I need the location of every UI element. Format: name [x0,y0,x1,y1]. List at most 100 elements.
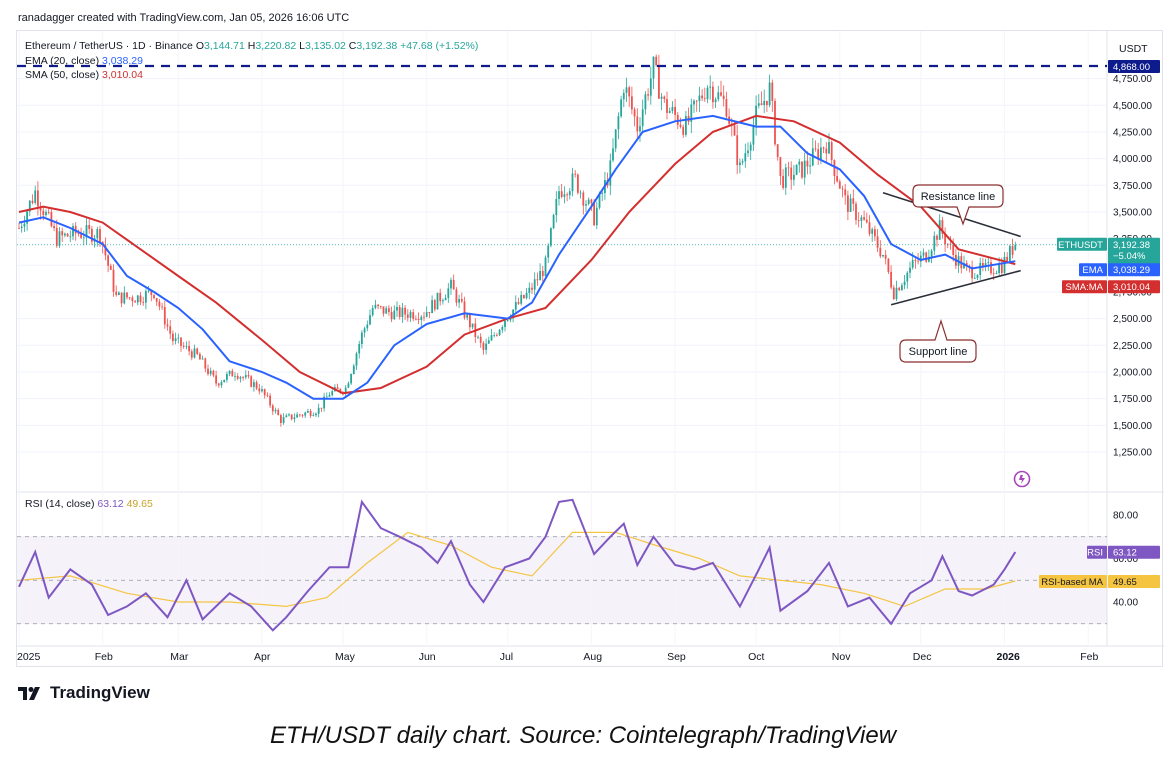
candle-body [685,116,687,135]
candle-body [261,389,263,392]
candle-body [787,167,790,169]
candle-body [668,110,671,113]
candle-body [99,229,101,242]
candle-body [693,100,695,105]
candle-body [706,87,709,100]
currency-label[interactable]: USDT [1119,43,1148,55]
candle-body [153,294,155,299]
candle-body [744,153,747,162]
candle-body [312,415,315,416]
candle-body [514,302,517,310]
candle-body [703,98,706,100]
candle-body [736,135,739,166]
candle-body [460,298,463,302]
candle-body [998,264,1000,274]
candle-body [590,199,593,204]
brand-name: TradingView [50,683,150,702]
candle-body [433,300,436,310]
sma-badge[interactable]: 3,010.04 [1108,280,1160,294]
candle-body [369,315,371,325]
resistance-callout[interactable]: Resistance line [912,184,1004,226]
candle-body [339,388,342,393]
candle-body [865,219,868,223]
candle-body [393,310,396,320]
resistance-trendline [882,191,1021,238]
candle-body [644,94,647,110]
candle-body [61,231,64,236]
price-chart[interactable]: 1,250.00 1,500.00 1,750.00 2,000.00 2,250.00… [17,31,1164,668]
rsi-tag[interactable]: RSI [1087,545,1107,559]
top-level-badge[interactable]: 4,868.00 [1108,60,1160,73]
time-tick-label: Jun [419,651,436,663]
candle-body [941,220,944,234]
chart-frame[interactable]: 1,250.00 1,500.00 1,750.00 2,000.00 2,250.00… [16,30,1164,668]
candle-body [88,225,91,229]
candle-body [450,279,452,289]
candle-body [838,181,841,189]
candle-body [220,382,223,386]
candle-body [598,193,601,208]
candle-body [531,287,533,290]
candle-body [909,267,911,273]
candle-body [201,358,204,360]
time-tick-label: Sep [667,651,686,663]
candle-body [420,316,423,321]
support-callout-bubble [899,319,977,363]
ema-badge[interactable]: 3,038.29 [1108,263,1160,277]
candle-body [784,167,787,188]
rsi-ma-tag[interactable]: RSI-based MA [1039,575,1107,589]
symbol-tag[interactable]: ETHUSDT [1057,237,1107,251]
candle-body [825,148,828,154]
price-tick-label: 1,250.00 [1113,448,1152,459]
sma-legend[interactable]: SMA (50, close) 3,010.04 [25,69,143,81]
candle-body [239,377,242,379]
rsi-legend[interactable]: RSI (14, close) 63.12 49.65 [25,498,153,510]
support-callout[interactable]: Support line [899,319,977,363]
candle-body [733,125,736,136]
candle-body [66,233,69,237]
candle-body [631,96,633,110]
candle-body [374,304,377,309]
candle-body [928,256,930,262]
ema-tag[interactable]: EMA [1079,263,1107,277]
change-value: +47.68 (+1.52%) [400,40,479,52]
candle-body [428,312,431,314]
rsi-ma-badge[interactable]: 49.65 [1108,575,1160,589]
candle-body [250,376,253,387]
candle-body [992,273,995,275]
ema-legend[interactable]: EMA (20, close) 3,038.29 [25,55,143,67]
candle-body [20,226,23,229]
figure-caption: ETH/USDT daily chart. Source: Cointelegr… [269,722,897,749]
candle-body [487,340,490,344]
candle-body [80,234,82,238]
candle-body [120,292,123,304]
candle-body [568,191,571,196]
candle-body [509,318,512,321]
rsi-badge-text: 63.12 [1113,548,1137,559]
candle-body [768,82,771,106]
candle-body [320,407,323,409]
symbol-legend[interactable]: Ethereum / TetherUS · 1D · Binance O3,14… [25,40,478,52]
candle-body [622,92,625,100]
candle-body [382,306,385,314]
candle-body [298,414,301,416]
candle-body [436,292,439,310]
candle-body [172,333,174,342]
candle-body [528,287,531,293]
tradingview-brand[interactable]: TradingView [18,683,150,703]
candle-body [452,279,455,290]
candle-body [45,211,47,216]
candle-body [539,270,541,281]
candle-body [965,263,968,266]
candle-body [139,295,142,303]
candle-body [868,222,871,234]
candle-body [247,375,250,377]
candle-body [126,292,128,298]
candle-body [1000,264,1003,273]
sma-tag[interactable]: SMA:MA [1062,280,1107,294]
candle-body [255,382,258,389]
candle-body [925,252,928,262]
candle-body [350,374,352,384]
candle-body [266,395,269,396]
rsi-badge[interactable]: 63.12 [1108,545,1160,559]
